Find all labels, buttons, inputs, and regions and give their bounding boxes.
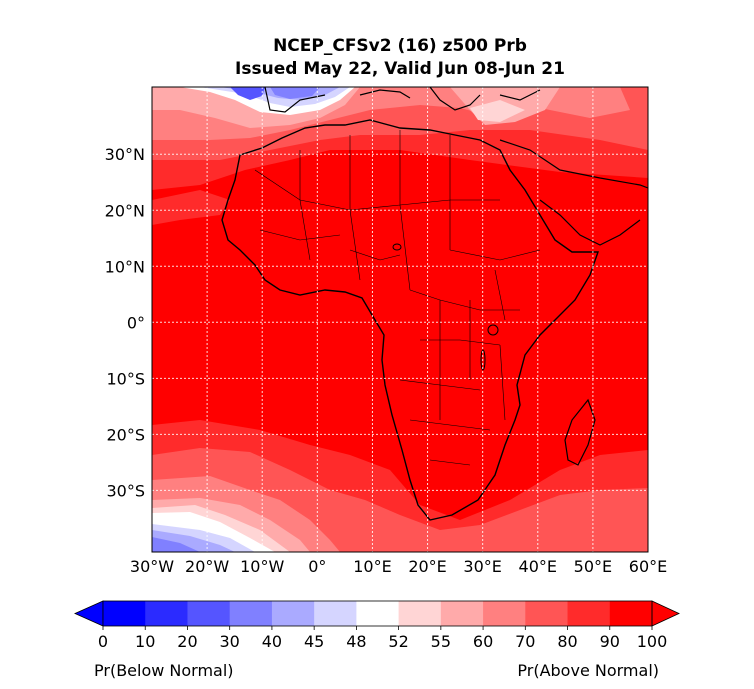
colorbar-tick-label: 20	[177, 632, 197, 651]
lat-label: 20°S	[106, 425, 145, 444]
lake-chad	[392, 243, 402, 251]
colorbar-cell	[525, 601, 569, 626]
colorbar-tick-label: 30	[220, 632, 240, 651]
colorbar-tick-label: 70	[515, 632, 535, 651]
colorbar-tick-label: 90	[600, 632, 620, 651]
colorbar-cell	[187, 601, 231, 626]
lat-label: 0°	[127, 313, 145, 332]
colorbar-over-arrow	[651, 600, 680, 627]
colorbar-cell	[314, 601, 357, 626]
colorbar-cell	[440, 601, 484, 626]
lon-label: 20°W	[185, 557, 229, 576]
map-title-line1: NCEP_CFSv2 (16) z500 Prb	[273, 36, 527, 56]
longitude-labels: 30°W 20°W 10°W 0° 10°E 20°E 30°E 40°E 50°E 60°E	[130, 557, 667, 576]
lat-label: 30°S	[106, 481, 145, 500]
colorbar-left-label: Pr(Below Normal)	[94, 661, 234, 680]
map-frame	[151, 86, 649, 553]
lon-label: 50°E	[574, 557, 612, 576]
colorbar-cell	[229, 601, 273, 626]
field-20-north	[230, 87, 265, 100]
lon-label: 0°	[308, 557, 326, 576]
lon-label: 40°E	[519, 557, 557, 576]
colorbar-cell	[609, 601, 653, 626]
colorbar-frame	[102, 600, 653, 627]
africa-coastline	[221, 119, 599, 521]
colorbar-tick-label: 40	[262, 632, 282, 651]
lon-label: 60°E	[629, 557, 667, 576]
lat-label: 10°N	[105, 257, 145, 276]
colorbar-tick-label: 45	[304, 632, 324, 651]
field-north-55-east	[470, 100, 525, 122]
colorbar-ticks: 0 10 20 30 40 45 48 52 55 60 70 80 90 100	[98, 626, 667, 651]
lat-label: 30°N	[105, 145, 145, 164]
lon-label: 20°E	[408, 557, 446, 576]
colorbar-tick-label: 52	[388, 632, 408, 651]
field-30-south	[152, 537, 200, 552]
colorbar-tick-label: 60	[473, 632, 493, 651]
colorbar-cell	[483, 601, 526, 626]
colorbar-tick-label: 80	[557, 632, 577, 651]
arabia-coastline	[499, 139, 648, 246]
colorbar-cell	[271, 601, 315, 626]
colorbar-cell	[567, 601, 611, 626]
colorbar-right-label: Pr(Above Normal)	[517, 661, 659, 680]
colorbar-cell	[356, 601, 400, 626]
field-west-90	[152, 190, 230, 225]
lat-label: 10°S	[106, 369, 145, 388]
colorbar-tick-label: 100	[637, 632, 668, 651]
map-title-line2: Issued May 22, Valid Jun 08-Jun 21	[235, 59, 565, 79]
lake-victoria	[487, 324, 499, 336]
europe-coastline	[264, 87, 541, 113]
colorbar-cells	[74, 600, 680, 627]
lat-label: 20°N	[105, 201, 145, 220]
lon-label: 10°W	[240, 557, 284, 576]
latitude-labels: 30°N 20°N 10°N 0° 10°S 20°S 30°S	[105, 145, 145, 500]
map-field	[152, 87, 648, 552]
colorbar-tick-label: 48	[346, 632, 366, 651]
colorbar-tick-label: 10	[135, 632, 155, 651]
lon-label: 30°W	[130, 557, 174, 576]
lake-tanganyika	[480, 349, 486, 371]
colorbar-cell	[103, 601, 146, 626]
lon-label: 30°E	[463, 557, 501, 576]
colorbar-cell	[398, 601, 442, 626]
country-borders	[254, 130, 541, 466]
colorbar-cell	[145, 601, 188, 626]
colorbar-under-arrow	[74, 600, 104, 627]
lon-label: 10°E	[353, 557, 391, 576]
colorbar-tick-label: 55	[431, 632, 451, 651]
field-30-north	[270, 87, 320, 99]
madagascar-coastline	[564, 398, 596, 466]
colorbar-tick-label: 0	[98, 632, 108, 651]
